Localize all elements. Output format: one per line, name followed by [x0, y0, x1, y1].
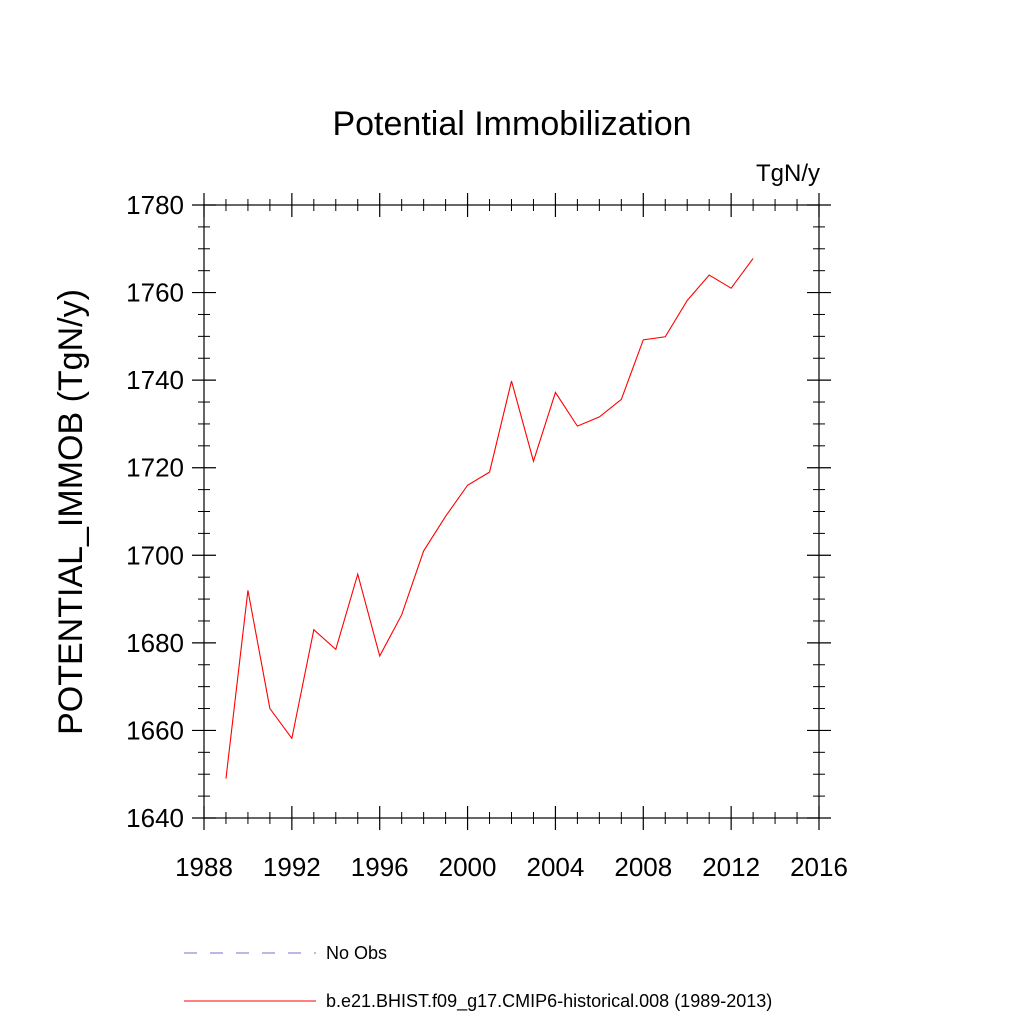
x-tick-label: 2008 [614, 852, 672, 882]
x-tick-label: 2012 [702, 852, 760, 882]
data-point [269, 708, 270, 709]
y-tick-label: 1740 [126, 365, 184, 395]
y-tick-label: 1720 [126, 453, 184, 483]
x-tick-label: 1988 [175, 852, 233, 882]
data-point [335, 649, 336, 650]
data-point [445, 516, 446, 517]
series-lines [225, 258, 754, 779]
y-tick-label: 1680 [126, 628, 184, 658]
y-tick-label: 1780 [126, 190, 184, 220]
data-point [511, 380, 512, 381]
legend-label-model: b.e21.BHIST.f09_g17.CMIP6-historical.008… [326, 991, 772, 1012]
x-tick-label: 2004 [527, 852, 585, 882]
x-tick-label: 2016 [790, 852, 848, 882]
data-point [423, 550, 424, 551]
data-point [621, 399, 622, 400]
data-point [709, 274, 710, 275]
data-point [753, 258, 754, 259]
data-point [357, 574, 358, 575]
data-point [313, 629, 314, 630]
data-point [687, 300, 688, 301]
series-line-0 [225, 258, 754, 779]
data-point [379, 655, 380, 656]
legend: No Obs b.e21.BHIST.f09_g17.CMIP6-histori… [184, 943, 772, 1012]
x-tick-label: 2000 [439, 852, 497, 882]
data-point [643, 339, 644, 340]
data-point [225, 778, 226, 779]
y-tick-label: 1760 [126, 278, 184, 308]
chart-title: Potential Immobilization [332, 105, 691, 143]
y-axis-label: POTENTIAL_IMMOB (TgN/y) [52, 289, 90, 735]
legend-label-no-obs: No Obs [326, 943, 387, 963]
data-point [533, 461, 534, 462]
data-point [577, 426, 578, 427]
y-tick-label: 1700 [126, 540, 184, 570]
data-point [291, 738, 292, 739]
data-point [555, 392, 556, 393]
x-tick-label: 1996 [351, 852, 409, 882]
data-point [489, 471, 490, 472]
x-tick-label: 1992 [263, 852, 321, 882]
y-tick-label: 1640 [126, 803, 184, 833]
x-tick-labels: 1988 1992 1996 2000 2004 2008 2012 2016 [175, 852, 848, 882]
data-point [599, 416, 600, 417]
data-point [467, 485, 468, 486]
y-tick-label: 1660 [126, 715, 184, 745]
major-ticks [192, 193, 831, 830]
data-point [665, 336, 666, 337]
minor-ticks [198, 199, 825, 824]
data-point [247, 590, 248, 591]
plot-frame [203, 204, 820, 819]
units-label: TgN/y [756, 160, 820, 187]
data-point [731, 288, 732, 289]
data-point [401, 614, 402, 615]
y-tick-labels: 1640 1660 1680 1700 1720 1740 1760 1780 [126, 190, 184, 833]
